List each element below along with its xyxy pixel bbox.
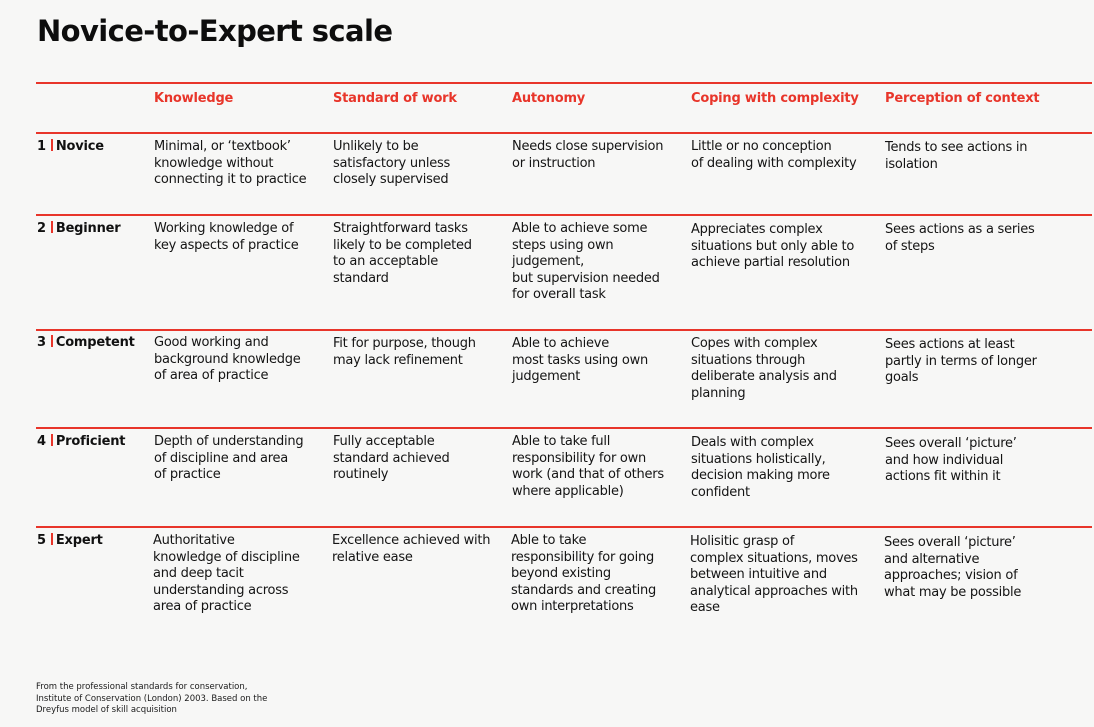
row-marker	[50, 221, 53, 233]
cell-expert-standard: Excellence achieved with relative ease	[332, 533, 491, 565]
cell-novice-knowledge: Minimal, or ‘textbook’ knowledge without…	[154, 139, 307, 187]
row-number: 4	[37, 434, 46, 449]
cell-novice-autonomy: Needs close supervision or instruction	[512, 139, 664, 171]
row-divider-2	[36, 214, 1092, 216]
header-top-rule	[36, 82, 1092, 84]
cell-beginner-standard: Straightforward tasks likely to be compl…	[333, 221, 472, 286]
row-number: 3	[37, 335, 46, 350]
row-label-beginner: 2 Beginner	[37, 221, 121, 236]
row-marker	[50, 533, 53, 545]
row-level: Expert	[55, 533, 103, 548]
cell-expert-autonomy: Able to take responsibility for going be…	[511, 533, 657, 614]
row-label-proficient: 4 Proficient	[37, 434, 125, 449]
cell-proficient-complexity: Deals with complex situations holistical…	[691, 435, 830, 500]
row-label-competent: 3 Competent	[37, 335, 135, 350]
row-divider-3	[36, 329, 1092, 331]
row-divider-5	[36, 526, 1092, 528]
cell-novice-complexity: Little or no conception of dealing with …	[691, 139, 857, 171]
row-level: Beginner	[55, 221, 121, 236]
cell-proficient-knowledge: Depth of understanding of discipline and…	[154, 434, 304, 482]
row-marker	[50, 139, 53, 151]
cell-expert-context: Sees overall ‘picture’ and alternative a…	[884, 535, 1022, 600]
cell-novice-context: Tends to see actions in isolation	[885, 140, 1028, 172]
cell-competent-autonomy: Able to achieve most tasks using own jud…	[512, 336, 648, 384]
source-footnote: From the professional standards for cons…	[36, 682, 268, 715]
row-divider-4	[36, 427, 1092, 429]
row-label-novice: 1 Novice	[37, 139, 104, 154]
column-header-autonomy: Autonomy	[512, 91, 586, 106]
column-header-knowledge: Knowledge	[154, 91, 234, 106]
cell-proficient-standard: Fully acceptable standard achieved routi…	[333, 434, 450, 482]
cell-competent-knowledge: Good working and background knowledge of…	[154, 335, 301, 383]
cell-beginner-complexity: Appreciates complex situations but only …	[691, 222, 855, 270]
row-level: Proficient	[55, 434, 126, 449]
row-number: 2	[37, 221, 46, 236]
cell-competent-context: Sees actions at least partly in terms of…	[885, 337, 1037, 385]
row-level: Competent	[55, 335, 135, 350]
page-title: Novice-to-Expert scale	[37, 14, 393, 48]
cell-competent-standard: Fit for purpose, though may lack refinem…	[333, 336, 476, 368]
cell-proficient-context: Sees overall ‘picture’ and how individua…	[885, 436, 1017, 484]
cell-proficient-autonomy: Able to take full responsibility for own…	[512, 434, 664, 499]
cell-beginner-knowledge: Working knowledge of key aspects of prac…	[154, 221, 299, 253]
row-label-expert: 5 Expert	[37, 533, 103, 548]
column-header-perception-of-context: Perception of context	[885, 91, 1040, 106]
row-divider-1	[36, 132, 1092, 134]
cell-competent-complexity: Copes with complex situations through de…	[691, 336, 837, 401]
row-marker	[50, 335, 53, 347]
row-number: 5	[37, 533, 46, 548]
cell-expert-knowledge: Authoritative knowledge of discipline an…	[153, 533, 300, 614]
cell-novice-standard: Unlikely to be satisfactory unless close…	[333, 139, 451, 187]
cell-expert-complexity: Holisitic grasp of complex situations, m…	[690, 534, 858, 615]
row-marker	[50, 434, 53, 446]
row-number: 1	[37, 139, 46, 154]
column-header-coping-with-complexity: Coping with complexity	[691, 91, 859, 106]
cell-beginner-context: Sees actions as a series of steps	[885, 222, 1035, 254]
cell-beginner-autonomy: Able to achieve some steps using own jud…	[512, 221, 660, 302]
row-level: Novice	[55, 139, 104, 154]
column-header-standard-of-work: Standard of work	[333, 91, 457, 106]
